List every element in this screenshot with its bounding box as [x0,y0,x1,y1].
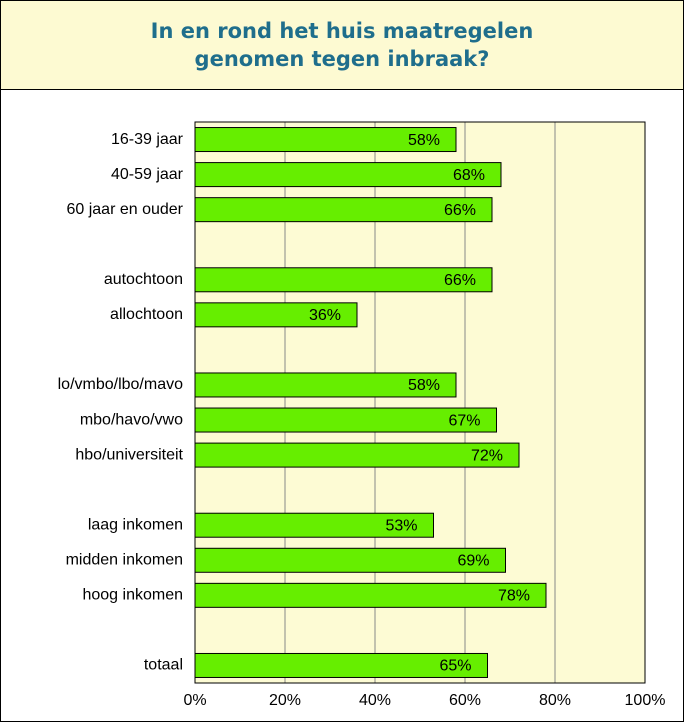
value-label: 65% [439,658,471,675]
value-label: 58% [408,377,440,394]
bar [194,302,358,328]
y-tick-label: 40-59 jaar [111,166,184,183]
value-label: 66% [444,202,476,219]
value-label: 58% [408,132,440,149]
y-tick-label: 60 jaar en ouder [66,201,183,218]
y-tick-label: lo/vmbo/lbo/mavo [58,376,183,393]
x-tick-label: 100% [625,692,666,709]
value-label: 68% [453,167,485,184]
bar [194,162,502,188]
bar [194,197,493,223]
title-box: In en rond het huis maatregelen genomen … [1,1,683,90]
y-tick-label: laag inkomen [88,516,183,533]
x-tick-label: 0% [183,692,206,709]
bar [194,442,520,468]
y-tick-label: totaal [144,657,183,674]
bar [194,652,488,678]
value-label: 67% [448,412,480,429]
value-label: 69% [457,553,489,570]
value-label: 72% [471,447,503,464]
y-tick-label: hbo/universiteit [75,446,183,463]
bar [194,372,457,398]
y-tick-label: 16-39 jaar [111,131,184,148]
x-tick-label: 20% [269,692,301,709]
x-tick-label: 40% [359,692,391,709]
y-tick-label: hoog inkomen [82,587,183,604]
value-label: 66% [444,272,476,289]
bar [194,267,493,293]
bar [194,582,547,608]
bar [194,407,497,433]
x-tick-label: 80% [539,692,571,709]
y-tick-label: autochtoon [104,271,183,288]
y-tick-label: midden inkomen [66,552,183,569]
bar [194,512,434,538]
value-label: 78% [498,588,530,605]
chart-title: In en rond het huis maatregelen genomen … [150,19,534,71]
y-tick-label: allochtoon [110,306,183,323]
bar [194,127,457,153]
value-label: 53% [385,517,417,534]
value-label: 36% [309,307,341,324]
plot-border [194,121,646,684]
bar [194,547,506,573]
x-tick-label: 60% [449,692,481,709]
y-tick-label: mbo/havo/vwo [80,411,183,428]
